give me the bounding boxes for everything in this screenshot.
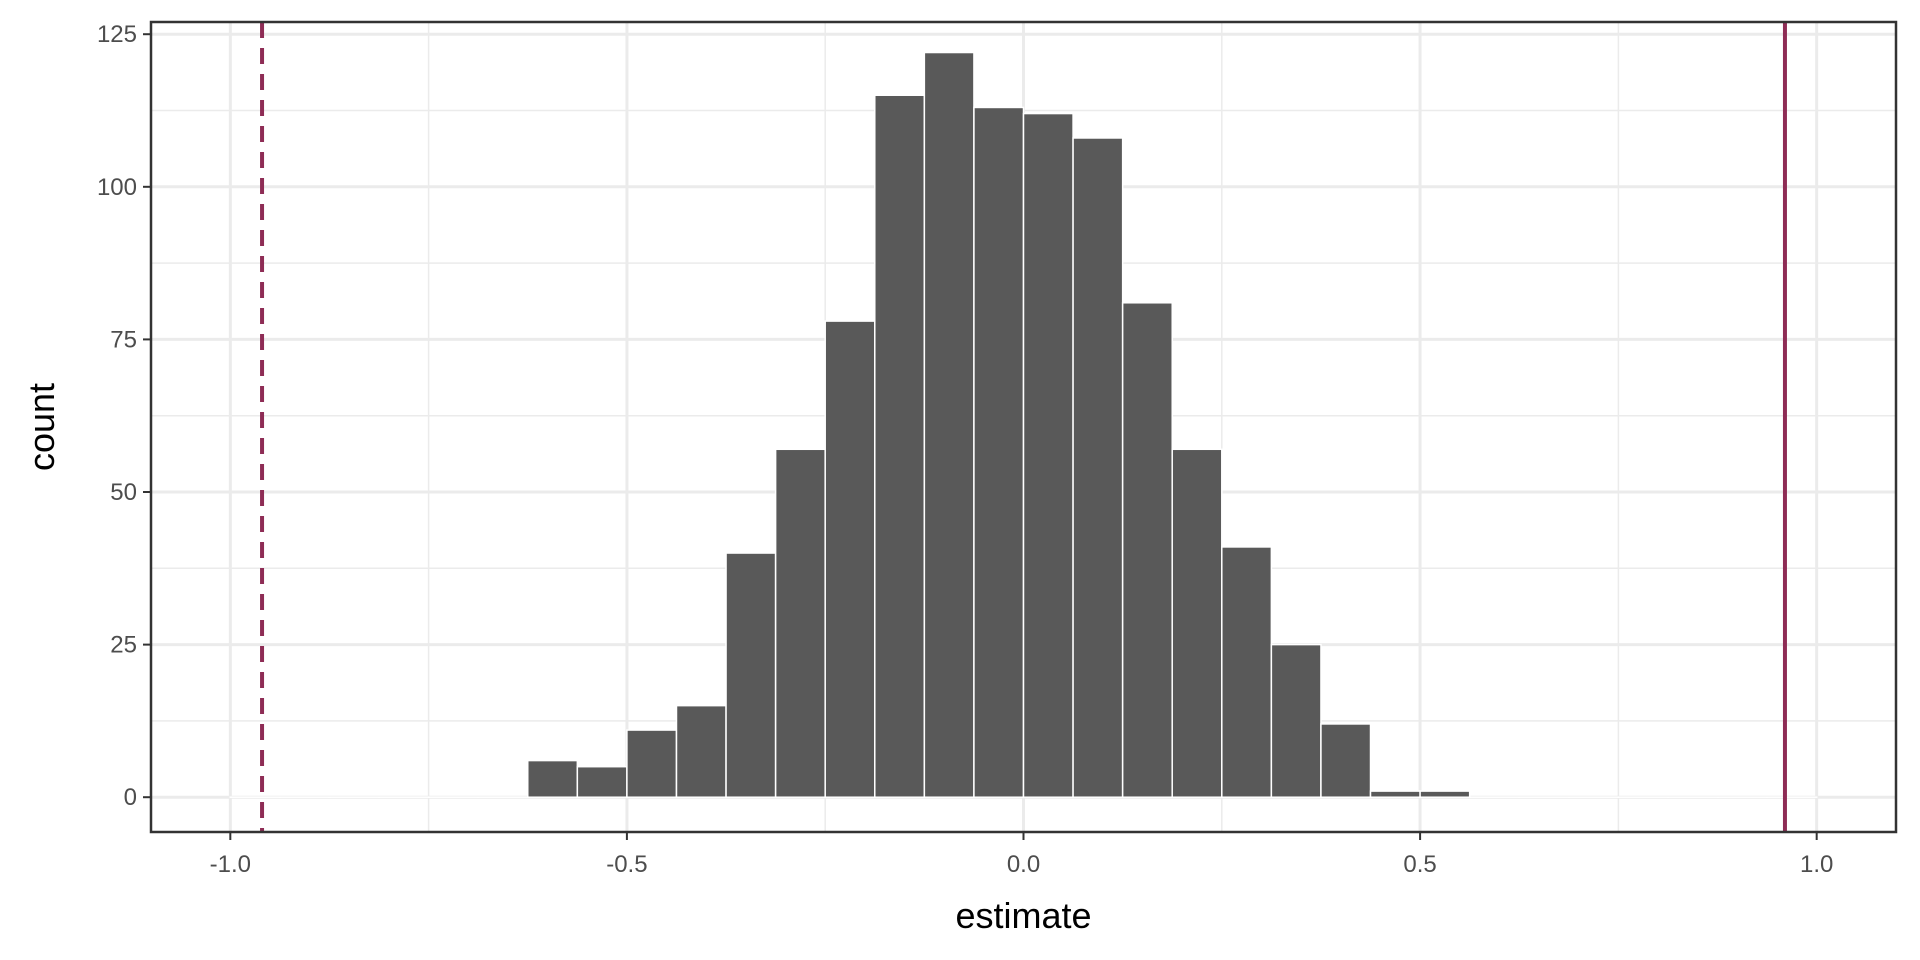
y-tick-label: 75 xyxy=(110,326,137,353)
histogram-bar xyxy=(874,94,926,798)
y-tick-label: 25 xyxy=(110,632,137,659)
y-tick-label: 50 xyxy=(110,479,137,506)
histogram-bar xyxy=(1022,112,1074,798)
x-tick-label: -0.5 xyxy=(606,851,647,878)
y-tick-label: 0 xyxy=(124,784,137,811)
histogram-bar xyxy=(1369,790,1421,798)
y-tick-label: 100 xyxy=(97,174,137,201)
x-tick-label: 0.0 xyxy=(1007,851,1040,878)
histogram-bar xyxy=(626,729,678,798)
reference-lines xyxy=(260,22,1787,832)
histogram-bar xyxy=(527,759,579,798)
x-tick-label: -1.0 xyxy=(210,851,251,878)
x-tick-label: 0.5 xyxy=(1403,851,1436,878)
histogram-bar xyxy=(1419,790,1471,798)
histogram-bar xyxy=(973,106,1025,798)
axis-ticks: -1.0 -0.5 0.0 0.5 1.0 0 25 50 75 100 125 xyxy=(97,21,1833,878)
histogram-bar xyxy=(1320,723,1372,798)
histogram-bar xyxy=(1121,302,1173,798)
x-tick-label: 1.0 xyxy=(1800,851,1833,878)
histogram-bar xyxy=(576,765,628,798)
histogram-bar xyxy=(1221,546,1273,798)
histogram-bar xyxy=(725,552,777,798)
y-tick-label: 125 xyxy=(97,21,137,48)
histogram-bar xyxy=(1171,448,1223,798)
histogram-bar xyxy=(1072,137,1124,798)
histogram-bar xyxy=(1270,643,1322,798)
histogram-bar xyxy=(774,448,826,798)
y-axis-title: count xyxy=(21,383,62,471)
histogram-bar xyxy=(824,320,876,798)
x-axis-title: estimate xyxy=(955,895,1091,936)
histogram-bars xyxy=(229,51,1818,798)
histogram-bar xyxy=(675,704,727,798)
histogram-bar xyxy=(923,51,975,798)
